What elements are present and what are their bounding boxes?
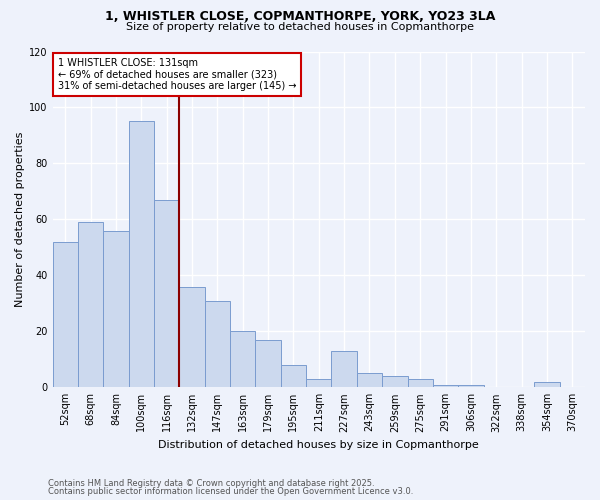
Y-axis label: Number of detached properties: Number of detached properties [15,132,25,307]
Bar [433,384,458,388]
Bar [281,365,306,388]
Bar [256,340,281,388]
Bar [128,122,154,388]
Bar [331,351,357,388]
Bar [407,379,433,388]
Bar [382,376,407,388]
Bar [179,286,205,388]
Bar [103,230,128,388]
Bar [53,242,78,388]
Bar [306,379,331,388]
Text: Contains HM Land Registry data © Crown copyright and database right 2025.: Contains HM Land Registry data © Crown c… [48,478,374,488]
Bar [78,222,103,388]
Bar [458,384,484,388]
Bar [534,382,560,388]
Text: Size of property relative to detached houses in Copmanthorpe: Size of property relative to detached ho… [126,22,474,32]
Text: Contains public sector information licensed under the Open Government Licence v3: Contains public sector information licen… [48,487,413,496]
Bar [154,200,179,388]
X-axis label: Distribution of detached houses by size in Copmanthorpe: Distribution of detached houses by size … [158,440,479,450]
Bar [205,300,230,388]
Bar [230,332,256,388]
Text: 1, WHISTLER CLOSE, COPMANTHORPE, YORK, YO23 3LA: 1, WHISTLER CLOSE, COPMANTHORPE, YORK, Y… [105,10,495,23]
Bar [357,374,382,388]
Text: 1 WHISTLER CLOSE: 131sqm
← 69% of detached houses are smaller (323)
31% of semi-: 1 WHISTLER CLOSE: 131sqm ← 69% of detach… [58,58,296,92]
